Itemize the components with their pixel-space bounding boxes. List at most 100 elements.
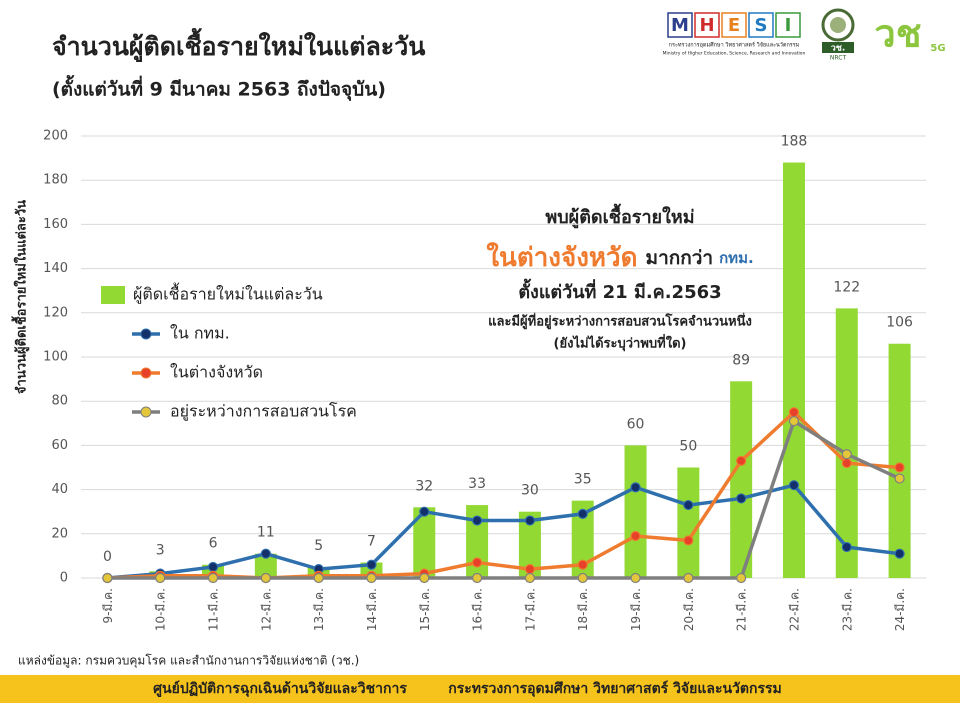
bar <box>730 381 753 578</box>
line-marker <box>366 572 377 584</box>
logo-brand: วช <box>874 12 921 56</box>
bar-value-label: 50 <box>679 439 697 455</box>
bar-value-label: 106 <box>886 315 913 331</box>
y-tick-label: 80 <box>51 394 68 409</box>
line-marker <box>260 548 271 559</box>
legend-label: ใน กทม. <box>170 324 230 343</box>
logo-letter: M <box>671 15 689 36</box>
line-marker <box>736 455 747 466</box>
line-marker <box>841 541 852 553</box>
bar <box>624 445 647 578</box>
y-tick-label: 60 <box>51 438 68 453</box>
bar <box>888 343 911 578</box>
line-marker <box>630 530 641 542</box>
source-note: แหล่งข้อมูล: กรมควบคุมโรค และสำนักงานการ… <box>18 654 359 669</box>
y-tick-label: 140 <box>43 261 68 276</box>
legend-label: อยู่ระหว่างการสอบสวนโรค <box>170 402 357 422</box>
logo-text: กระทรวงการอุดมศึกษา วิทยาศาสตร์ วิจัยและ… <box>669 42 800 49</box>
chart-subtitle: (ตั้งแต่วันที่ 9 มีนาคม 2563 ถึงปัจจุบัน… <box>52 75 386 102</box>
bar-value-label: 89 <box>732 352 750 368</box>
bar-value-label: 122 <box>833 279 860 295</box>
logo-letter: H <box>699 15 714 36</box>
bar <box>782 162 805 578</box>
line-marker <box>894 548 905 559</box>
logo-letter: E <box>728 15 740 36</box>
line-marker <box>207 561 219 573</box>
bar-value-label: 188 <box>781 134 808 150</box>
bar <box>466 505 489 578</box>
line-marker <box>894 473 905 484</box>
line-marker <box>313 572 324 584</box>
line-marker <box>577 559 588 570</box>
logo-letter-box <box>775 12 801 38</box>
line-marker <box>155 572 166 584</box>
annotation: ตั้งแต่วันที่ 21 มี.ค.2563 <box>518 278 721 303</box>
logo-letter: S <box>755 15 768 36</box>
line-marker <box>683 572 694 584</box>
x-tick-label: 21-มี.ค. <box>735 588 749 631</box>
line-marker <box>471 515 483 526</box>
bar-value-label: 30 <box>521 483 539 499</box>
bar <box>254 553 277 578</box>
line-marker <box>788 480 800 491</box>
line <box>107 418 901 580</box>
x-tick-label: 13-มี.ค. <box>312 588 326 631</box>
bar-value-label: 7 <box>367 534 376 550</box>
x-tick-label: 17-มี.ค. <box>523 588 537 631</box>
line-marker <box>524 564 536 575</box>
line-marker <box>736 572 747 584</box>
line-marker <box>260 572 271 584</box>
bar <box>677 467 700 578</box>
bar <box>413 507 436 578</box>
line-marker <box>683 535 694 546</box>
y-tick-label: 100 <box>43 350 68 365</box>
logo-letter-box <box>721 12 747 38</box>
line-marker <box>471 557 483 568</box>
x-tick-label: 9-มี.ค. <box>101 588 115 624</box>
legend-swatch <box>101 286 125 304</box>
y-tick-label: 40 <box>51 482 68 497</box>
logo-text: วช. <box>831 44 846 54</box>
footer-text: กระทรวงการอุดมศึกษา วิทยาศาสตร์ วิจัยและ… <box>448 680 781 697</box>
x-tick-label: 18-มี.ค. <box>576 588 590 631</box>
logo-text: NRCT <box>830 55 847 62</box>
line-marker <box>841 457 852 469</box>
y-tick-label: 200 <box>43 129 68 144</box>
bar-value-label: 5 <box>314 538 323 554</box>
chart-title: จำนวนผู้ติดเชื้อรายใหม่ในแต่ละวัน <box>52 27 425 63</box>
line-marker <box>102 572 113 584</box>
x-tick-label: 11-มี.ค. <box>207 588 221 631</box>
legend-swatch <box>140 328 152 340</box>
line-marker <box>366 559 377 570</box>
bar-value-label: 60 <box>627 416 645 432</box>
line-marker <box>630 572 641 584</box>
line-marker <box>683 499 694 511</box>
x-tick-label: 20-มี.ค. <box>682 588 696 631</box>
line-marker <box>788 415 800 427</box>
annotation: กทม. <box>719 249 754 267</box>
x-tick-label: 14-มี.ค. <box>365 588 379 631</box>
legend-swatch <box>140 367 152 379</box>
x-tick-label: 15-มี.ค. <box>418 588 432 631</box>
line-marker <box>894 462 905 473</box>
y-tick-label: 120 <box>43 305 68 320</box>
line-marker <box>471 572 483 584</box>
x-tick-label: 19-มี.ค. <box>629 588 643 631</box>
logo-letter-box <box>748 12 774 38</box>
line-marker <box>524 515 536 526</box>
bar-value-label: 33 <box>468 476 486 492</box>
line-marker <box>419 506 430 517</box>
x-tick-label: 24-มี.ค. <box>893 588 907 631</box>
legend-label: ในต่างจังหวัด <box>170 363 263 382</box>
line-marker <box>419 572 430 584</box>
logo-box <box>822 42 854 53</box>
x-tick-label: 10-มี.ค. <box>154 588 168 631</box>
bar-value-label: 6 <box>209 536 218 552</box>
line <box>107 483 900 580</box>
logo-letter-box <box>694 12 720 38</box>
line-marker <box>841 449 852 460</box>
y-tick-label: 180 <box>43 173 68 188</box>
x-tick-label: 23-มี.ค. <box>840 588 854 631</box>
